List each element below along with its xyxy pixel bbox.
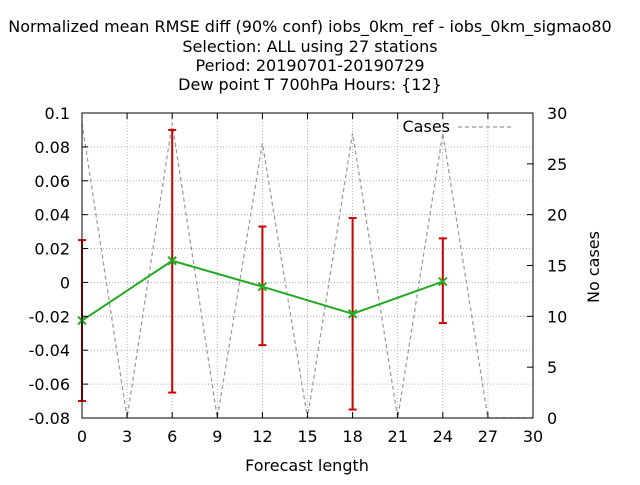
y-tick-label: 0.1: [45, 104, 70, 123]
error-bars: [78, 128, 447, 411]
y-tick-label: 0.04: [34, 206, 70, 225]
y-tick-label: -0.08: [29, 409, 70, 428]
x-tick-label: 12: [252, 427, 272, 446]
data-point: [257, 281, 268, 292]
axis-ticks: 0 3 6 9 12 15 18 21 24 27 30 -0.08 -0.06 -0.04 -0.02 0 0…: [29, 104, 568, 446]
x-tick-label: 30: [523, 427, 543, 446]
y-tick-label: 0.02: [34, 240, 70, 259]
y2-tick-label: 30: [547, 104, 567, 123]
data-point-stroke: [167, 256, 177, 266]
data-point-stroke: [257, 281, 268, 292]
y2-axis-label: No cases: [584, 231, 603, 303]
x-tick-label: 27: [478, 427, 498, 446]
data-point: [347, 309, 358, 319]
legend: Cases: [403, 117, 512, 136]
y2-tick-label: 0: [547, 409, 557, 428]
x-tick-label: 9: [212, 427, 222, 446]
title-line-1: Normalized mean RMSE diff (90% conf) iob…: [8, 17, 611, 37]
legend-label-cases: Cases: [403, 117, 451, 136]
x-tick-label: 6: [167, 427, 177, 446]
y2-tick-label: 10: [547, 307, 567, 326]
data-point: [167, 256, 177, 266]
x-axis-label: Forecast length: [245, 456, 369, 475]
grid: [82, 113, 533, 418]
x-tick-label: 3: [122, 427, 132, 446]
x-tick-label: 15: [297, 427, 317, 446]
y-tick-label: -0.04: [29, 341, 70, 360]
y2-tick-label: 15: [547, 257, 567, 276]
x-tick-label: 21: [388, 427, 408, 446]
y-tick-label: -0.02: [29, 307, 70, 326]
title-line-3: Period: 20190701-20190729: [195, 56, 424, 75]
rmse-diff-series: [77, 256, 448, 326]
y2-tick-label: 5: [547, 358, 557, 377]
data-point-stroke: [347, 309, 358, 319]
y2-tick-label: 25: [547, 155, 567, 174]
title-line-2: Selection: ALL using 27 stations: [182, 37, 437, 56]
y-tick-label: -0.06: [29, 375, 70, 394]
x-tick-label: 24: [433, 427, 453, 446]
y2-tick-label: 20: [547, 206, 567, 225]
y-tick-label: 0.08: [34, 138, 70, 157]
chart-title: Normalized mean RMSE diff (90% conf) iob…: [8, 17, 611, 94]
y-tick-label: 0: [60, 273, 70, 292]
y-tick-label: 0.06: [34, 172, 70, 191]
x-tick-label: 18: [342, 427, 362, 446]
title-line-4: Dew point T 700hPa Hours: {12}: [178, 75, 442, 94]
data-point-stroke: [438, 276, 448, 287]
data-point: [438, 276, 448, 287]
x-tick-label: 0: [77, 427, 87, 446]
